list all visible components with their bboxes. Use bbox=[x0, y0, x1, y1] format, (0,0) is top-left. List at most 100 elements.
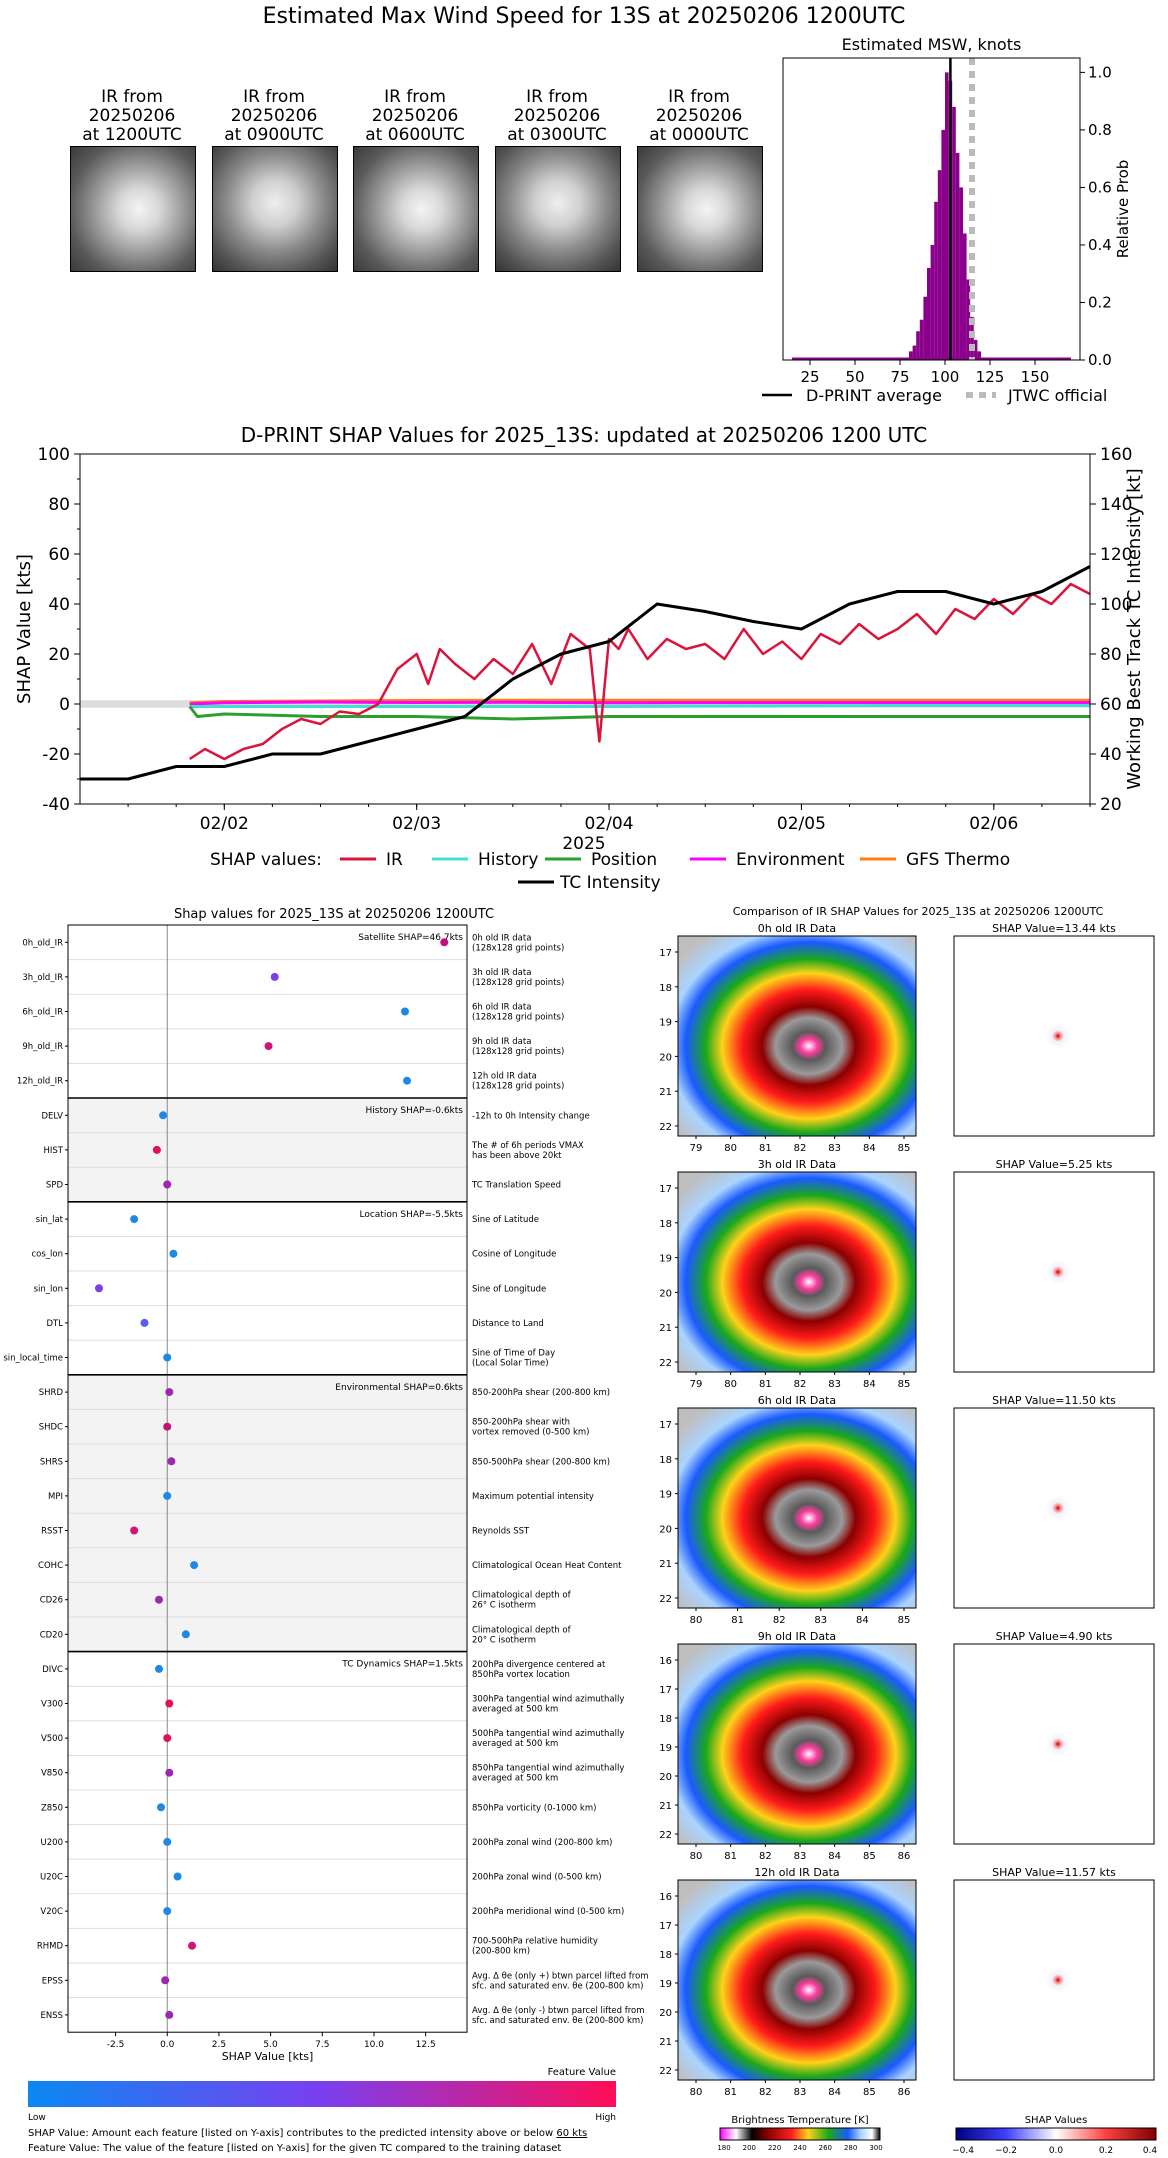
satellite-ir-image bbox=[495, 146, 621, 272]
feature-label: SHDC bbox=[39, 1423, 63, 1433]
y2tick-label: 60 bbox=[1100, 695, 1122, 715]
feature-label: EPSS bbox=[42, 1976, 63, 1986]
satellite-label: IR from 20250206 at 1200UTC bbox=[67, 88, 197, 145]
shap-colorbar-tick: −0.4 bbox=[952, 2146, 974, 2156]
ir-panel-image bbox=[678, 1644, 916, 1844]
group-label: Satellite SHAP=46.7kts bbox=[358, 933, 463, 943]
feature-description: 300hPa tangential wind azimuthally bbox=[472, 1695, 624, 1705]
legend-prefix: SHAP values: bbox=[210, 850, 322, 870]
ir-ytick-label: -20 bbox=[660, 1288, 672, 1299]
histogram-xtick-label: 50 bbox=[845, 368, 864, 386]
xtick-label: 02/03 bbox=[392, 814, 441, 834]
ytick-label: 100 bbox=[38, 445, 70, 465]
feature-description: 700-500hPa relative humidity bbox=[472, 1937, 598, 1947]
ir-ytick-label: -20 bbox=[660, 1052, 672, 1063]
ir-panel-title: 3h old IR Data bbox=[758, 1158, 836, 1171]
ir-xtick-label: 82 bbox=[773, 1615, 786, 1626]
feature-dot bbox=[167, 1457, 176, 1466]
satellite-label-line: 20250206 bbox=[513, 106, 601, 126]
group-label: Environmental SHAP=0.6kts bbox=[335, 1383, 463, 1393]
feature-label: DTL bbox=[47, 1319, 64, 1329]
ytick-label: 0 bbox=[59, 695, 70, 715]
shap-feature-scatter: Shap values for 2025_13S at 20250206 120… bbox=[3, 907, 648, 2123]
feature-description: -12h to 0h Intensity change bbox=[472, 1111, 590, 1121]
ir-xtick-label: 84 bbox=[863, 1379, 876, 1390]
bt-colorbar-tick: 220 bbox=[768, 2144, 781, 2152]
timeseries-title: D-PRINT SHAP Values for 2025_13S: update… bbox=[241, 423, 928, 447]
ir-xtick-label: 80 bbox=[724, 1379, 737, 1390]
feature-dot bbox=[163, 1491, 172, 1500]
ir-xtick-label: 86 bbox=[898, 2087, 911, 2098]
ir-ytick-label: -22 bbox=[660, 2066, 672, 2077]
feature-description: 3h old IR data bbox=[472, 968, 531, 978]
feature-description: 200hPa zonal wind (200-800 km) bbox=[472, 1838, 612, 1848]
feature-description: TC Translation Speed bbox=[471, 1181, 561, 1191]
scatter-frame bbox=[67, 924, 468, 2033]
feature-description: (128x128 grid points) bbox=[472, 1082, 564, 1092]
bt-colorbar-tick: 240 bbox=[793, 2144, 806, 2152]
histogram-ytick-label: 0.0 bbox=[1088, 351, 1112, 369]
ytick-label: -20 bbox=[42, 745, 70, 765]
feature-dot bbox=[270, 972, 279, 981]
feature-label: sin_lon bbox=[34, 1284, 63, 1294]
histogram-bar bbox=[963, 233, 967, 360]
satellite-label: IR from 20250206 at 0600UTC bbox=[350, 88, 480, 145]
feature-label: 0h_old_IR bbox=[22, 938, 63, 948]
group-label: TC Dynamics SHAP=1.5kts bbox=[341, 1660, 463, 1670]
ir-xtick-label: 81 bbox=[724, 2087, 737, 2098]
ir-ytick-label: -22 bbox=[660, 1122, 672, 1133]
histogram-bar bbox=[919, 319, 924, 360]
satellite-label-line: at 0300UTC bbox=[507, 125, 607, 145]
ir-ytick-label: -19 bbox=[660, 1979, 672, 1990]
bt-colorbar-tick: 300 bbox=[869, 2144, 882, 2152]
ir-ytick-label: -21 bbox=[660, 1087, 672, 1098]
ir-xtick-label: 82 bbox=[759, 2087, 772, 2098]
ir-xtick-label: 83 bbox=[814, 1615, 827, 1626]
ir-ytick-label: -18 bbox=[660, 1219, 672, 1230]
histogram-xtick-label: 150 bbox=[1021, 368, 1050, 386]
feature-label: HIST bbox=[44, 1146, 64, 1156]
ir-xtick-label: 83 bbox=[794, 2087, 807, 2098]
ir-xtick-label: 83 bbox=[794, 1851, 807, 1862]
group-background bbox=[68, 1651, 467, 2033]
ir-panel-title: 0h old IR Data bbox=[758, 922, 836, 935]
ir-ytick-label: -22 bbox=[660, 1594, 672, 1605]
feature-dot bbox=[161, 1976, 170, 1985]
feature-description: has been above 20kt bbox=[472, 1151, 562, 1161]
histogram-bar bbox=[912, 345, 917, 360]
bt-colorbar-tick: 260 bbox=[819, 2144, 832, 2152]
feature-dot bbox=[163, 1734, 172, 1743]
shap-panel-title: SHAP Value=11.50 kts bbox=[992, 1394, 1116, 1407]
scatter-xtick-label: -2.5 bbox=[107, 2040, 125, 2050]
histogram-bar bbox=[941, 129, 945, 360]
ir-panel-image bbox=[678, 936, 916, 1136]
feature-description: (Local Solar Time) bbox=[472, 1359, 549, 1369]
histogram-bar bbox=[916, 331, 920, 360]
feature-description: 200hPa meridional wind (0-500 km) bbox=[472, 1907, 624, 1917]
satellite-label-line: IR from bbox=[101, 87, 163, 107]
y2tick-label: 40 bbox=[1100, 745, 1122, 765]
group-background bbox=[68, 925, 467, 1098]
feature-description: Climatological depth of bbox=[472, 1591, 572, 1601]
feature-dot bbox=[165, 1768, 174, 1777]
ir-xtick-label: 81 bbox=[731, 1615, 744, 1626]
legend-dprint-label: D-PRINT average bbox=[806, 386, 942, 405]
ir-xtick-label: 86 bbox=[898, 1851, 911, 1862]
y2tick-label: 80 bbox=[1100, 645, 1122, 665]
feature-dot bbox=[163, 1837, 172, 1846]
histogram-bar bbox=[970, 316, 974, 360]
satellite-label-line: IR from bbox=[384, 87, 446, 107]
feature-label: RSST bbox=[41, 1527, 64, 1537]
histogram-ylabel: Relative Prob bbox=[1114, 160, 1132, 259]
ir-xtick-label: 82 bbox=[794, 1379, 807, 1390]
ir-xtick-label: 80 bbox=[724, 1143, 737, 1154]
histogram-bar bbox=[966, 279, 971, 360]
histogram-bar bbox=[927, 267, 931, 360]
xtick-label: 02/04 bbox=[585, 814, 634, 834]
ir-panel-image bbox=[678, 1408, 916, 1608]
feature-description: Sine of Time of Day bbox=[472, 1349, 555, 1359]
ir-xtick-label: 85 bbox=[898, 1379, 911, 1390]
feature-description: vortex removed (0-500 km) bbox=[472, 1428, 589, 1438]
comparison-title: Comparison of IR SHAP Values for 2025_13… bbox=[733, 905, 1104, 918]
satellite-label-line: at 0000UTC bbox=[649, 125, 749, 145]
